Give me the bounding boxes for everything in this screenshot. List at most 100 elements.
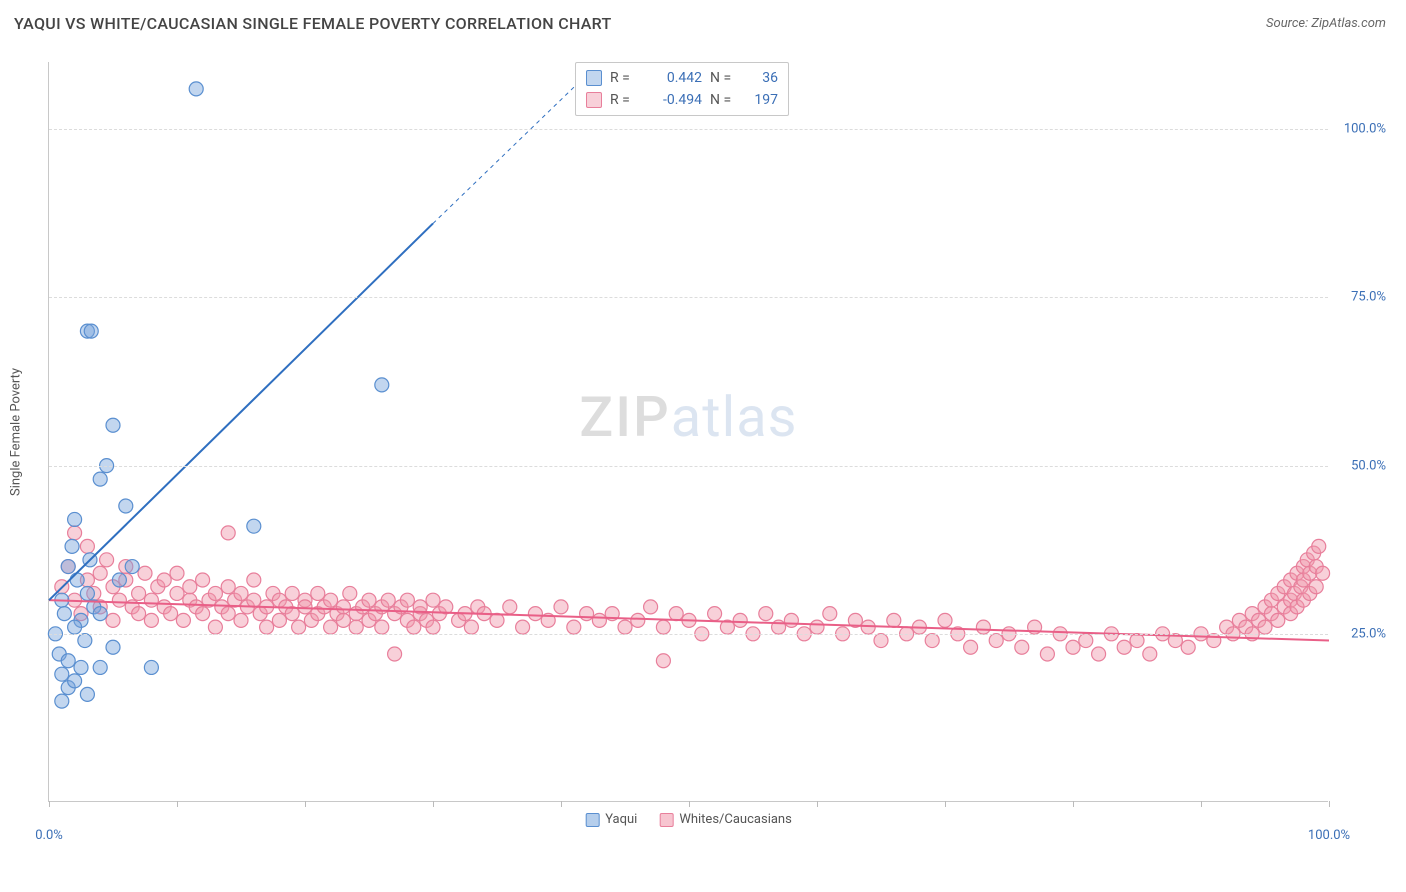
scatter-point xyxy=(810,620,824,634)
scatter-point xyxy=(65,539,79,553)
scatter-point xyxy=(388,647,402,661)
stat-n-label: N = xyxy=(710,70,736,86)
stat-r-value: -0.494 xyxy=(644,92,702,108)
scatter-point xyxy=(938,613,952,627)
scatter-point xyxy=(925,634,939,648)
scatter-point xyxy=(196,607,210,621)
scatter-point xyxy=(1117,640,1131,654)
scatter-point xyxy=(1015,640,1029,654)
scatter-point xyxy=(887,613,901,627)
scatter-point xyxy=(554,600,568,614)
stat-n-label: N = xyxy=(710,92,736,108)
y-tick-label: 100.0% xyxy=(1344,122,1386,137)
scatter-point xyxy=(170,566,184,580)
scatter-point xyxy=(1066,640,1080,654)
scatter-point xyxy=(311,586,325,600)
legend-swatch xyxy=(585,813,599,827)
scatter-point xyxy=(157,573,171,587)
scatter-point xyxy=(823,607,837,621)
x-tick xyxy=(1201,801,1202,807)
scatter-point xyxy=(144,593,158,607)
x-tick xyxy=(49,801,50,807)
correlation-stats-box: R =0.442N =36R =-0.494N =197 xyxy=(575,62,789,116)
gridline xyxy=(49,634,1328,635)
legend-label: Yaqui xyxy=(605,812,637,827)
scatter-point xyxy=(68,526,82,540)
scatter-point xyxy=(80,539,94,553)
scatter-point xyxy=(138,566,152,580)
scatter-point xyxy=(759,607,773,621)
scatter-point xyxy=(784,613,798,627)
scatter-point xyxy=(112,593,126,607)
scatter-point xyxy=(375,620,389,634)
scatter-point xyxy=(221,607,235,621)
scatter-point xyxy=(234,586,248,600)
scatter-point xyxy=(400,593,414,607)
scatter-point xyxy=(55,694,69,708)
scatter-point xyxy=(183,580,197,594)
scatter-point xyxy=(57,607,71,621)
scatter-point xyxy=(1092,647,1106,661)
stat-row: R =-0.494N =197 xyxy=(586,89,778,111)
scatter-point xyxy=(708,607,722,621)
scatter-point xyxy=(292,620,306,634)
y-tick-label: 50.0% xyxy=(1351,458,1386,473)
scatter-point xyxy=(349,620,363,634)
scatter-point xyxy=(464,620,478,634)
scatter-point xyxy=(144,660,158,674)
trend-line xyxy=(49,223,433,600)
scatter-point xyxy=(285,586,299,600)
scatter-point xyxy=(733,613,747,627)
x-tick xyxy=(1073,801,1074,807)
scatter-point xyxy=(221,526,235,540)
y-tick-label: 25.0% xyxy=(1351,626,1386,641)
scatter-point xyxy=(164,607,178,621)
chart-title: YAQUI VS WHITE/CAUCASIAN SINGLE FEMALE P… xyxy=(14,14,612,33)
chart-area: Single Female Poverty ZIPatlas R =0.442N… xyxy=(48,62,1388,802)
stat-r-value: 0.442 xyxy=(644,70,702,86)
legend-swatch xyxy=(586,92,602,108)
scatter-point xyxy=(1181,640,1195,654)
chart-header: YAQUI VS WHITE/CAUCASIAN SINGLE FEMALE P… xyxy=(0,0,1406,41)
scatter-point xyxy=(656,620,670,634)
scatter-point xyxy=(375,378,389,392)
scatter-point xyxy=(1258,620,1272,634)
legend-item: Yaqui xyxy=(585,812,637,827)
scatter-point xyxy=(234,613,248,627)
stat-r-label: R = xyxy=(610,92,636,108)
trend-line-dash xyxy=(433,69,593,224)
scatter-point xyxy=(112,573,126,587)
scatter-point xyxy=(93,607,107,621)
plot-region: ZIPatlas R =0.442N =36R =-0.494N =197 Ya… xyxy=(48,62,1328,802)
scatter-point xyxy=(1079,634,1093,648)
scatter-point xyxy=(362,593,376,607)
scatter-point xyxy=(68,674,82,688)
scatter-point xyxy=(221,580,235,594)
scatter-point xyxy=(100,553,114,567)
scatter-point xyxy=(1040,647,1054,661)
scatter-point xyxy=(426,620,440,634)
y-axis-label: Single Female Poverty xyxy=(9,368,24,496)
plot-svg xyxy=(49,62,1329,802)
scatter-point xyxy=(503,600,517,614)
scatter-point xyxy=(132,586,146,600)
bottom-legend: YaquiWhites/Caucasians xyxy=(585,812,792,827)
gridline xyxy=(49,297,1328,298)
legend-swatch xyxy=(659,813,673,827)
scatter-point xyxy=(93,660,107,674)
scatter-point xyxy=(196,573,210,587)
scatter-point xyxy=(618,620,632,634)
scatter-point xyxy=(1309,580,1323,594)
scatter-point xyxy=(324,593,338,607)
scatter-point xyxy=(70,573,84,587)
scatter-point xyxy=(176,613,190,627)
scatter-point xyxy=(106,418,120,432)
x-tick xyxy=(817,801,818,807)
scatter-point xyxy=(631,613,645,627)
scatter-point xyxy=(343,586,357,600)
scatter-point xyxy=(61,560,75,574)
scatter-point xyxy=(247,573,261,587)
scatter-point xyxy=(528,607,542,621)
scatter-point xyxy=(336,613,350,627)
gridline xyxy=(49,129,1328,130)
